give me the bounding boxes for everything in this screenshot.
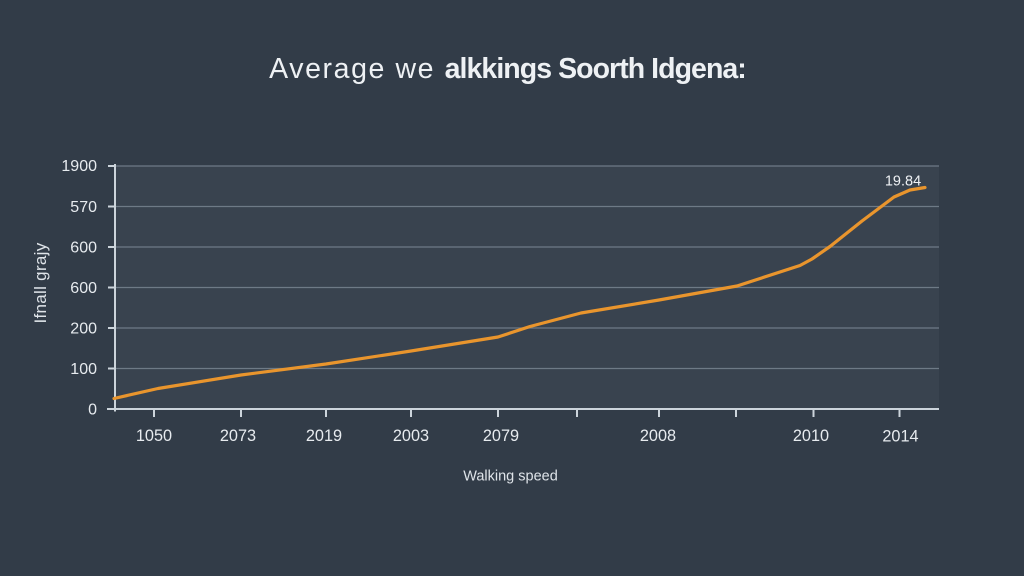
svg-text:2003: 2003 bbox=[393, 427, 429, 445]
svg-text:2073: 2073 bbox=[220, 427, 256, 445]
svg-text:600: 600 bbox=[70, 280, 97, 297]
svg-text:2008: 2008 bbox=[640, 427, 676, 445]
svg-text:100: 100 bbox=[70, 361, 97, 378]
svg-text:1050: 1050 bbox=[136, 427, 172, 445]
svg-text:570: 570 bbox=[70, 199, 97, 216]
svg-text:2010: 2010 bbox=[793, 427, 829, 445]
svg-text:200: 200 bbox=[70, 321, 97, 338]
svg-text:600: 600 bbox=[70, 240, 97, 257]
svg-text:2019: 2019 bbox=[306, 427, 342, 445]
svg-text:19.84: 19.84 bbox=[885, 174, 921, 190]
svg-text:2079: 2079 bbox=[483, 427, 519, 445]
svg-text:1900: 1900 bbox=[61, 158, 97, 175]
svg-text:2014: 2014 bbox=[882, 428, 918, 446]
svg-text:Ifnall grajy: Ifnall grajy bbox=[31, 242, 50, 323]
svg-text:0: 0 bbox=[88, 402, 97, 419]
svg-text:Walking speed: Walking speed bbox=[463, 469, 558, 485]
